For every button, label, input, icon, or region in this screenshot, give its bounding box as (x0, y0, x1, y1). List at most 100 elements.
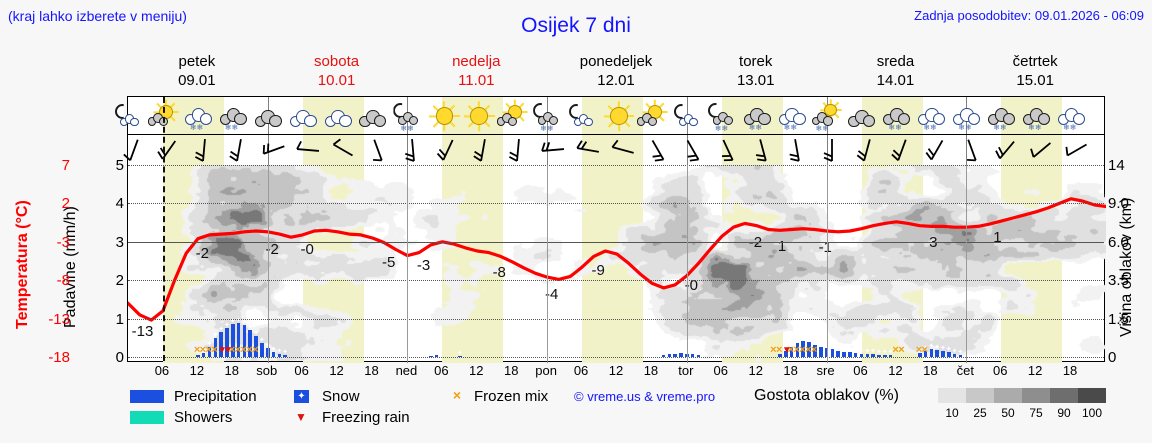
wind-barb (373, 139, 383, 162)
snow-icon: ❄❄ (783, 123, 798, 132)
moon-crescent (673, 104, 683, 119)
snow-marker: ✦ (265, 342, 271, 349)
x-axis-label: sre (816, 363, 835, 378)
day-date: 09.01 (178, 72, 216, 89)
snow-marker: ✦ (672, 347, 679, 355)
temperature-label: -13 (131, 322, 154, 340)
day-date: 14.01 (876, 72, 915, 89)
moon-crescent (569, 104, 578, 119)
x-axis-label: 12 (608, 363, 624, 378)
frozen-mix-marker: × (240, 344, 247, 356)
snow-marker: ✦ (212, 332, 219, 340)
chart-legend: Precipitation Showers ✦ Snow ▼ Freezing … (118, 386, 1152, 438)
precipitation-bar (690, 354, 695, 357)
wind-barb (789, 139, 801, 162)
temperature-tick: 7 (61, 157, 70, 174)
sun-ray (660, 110, 668, 114)
freezing-rain-icon: ▼ (295, 410, 307, 424)
day-header-row: petek 09.01 sobota 10.01 nedelja 11.01 ponedel… (127, 52, 1105, 94)
cloud-white-icon (1058, 105, 1086, 126)
weather-icon-cell: ❄❄ (774, 97, 809, 135)
frozen-mix-marker: × (892, 344, 899, 356)
cloud-snow-gray-icon: ❄❄ (740, 101, 774, 132)
cloud-gray-icon (497, 111, 518, 126)
wind-barb (157, 140, 176, 160)
wind-barb (508, 138, 520, 162)
temperature-tick: -13 (48, 310, 70, 328)
cloud-gray-icon (251, 101, 285, 131)
temperature-label: -8 (492, 264, 506, 282)
weather-icon-cell: ❄❄ (1019, 97, 1054, 135)
day-name: četrtek (1012, 53, 1058, 70)
cloud-and-temperature-field: ✦ ✦ ✦ ✦ ✦ ✦ ✦ ✦ ✦ ✦ ✦ ✦ ✦ ✦ ✦ ✦ ✦ ✦ ✦ ✦ ✦ ✦ ✦ ✦ ✦ ✦ ✦ ✦ ✦ ✦ ✦ ✦ ✦ ✦ ✦ ✦ ✦ ✦ ✦ ✦… (128, 97, 1106, 361)
precipitation-bar (958, 354, 963, 357)
sun-icon (464, 100, 495, 132)
meteogram-plot[interactable]: ❄❄ ❄❄ ❄❄ ❄❄ ❄❄ ❄❄ ❄❄ ❄❄ ❄❄ ❄❄ ❄❄ ❄❄ ❄❄ ❄❄ ✦ ✦ ✦ ✦ ✦ ✦ ✦ ✦ ✦ ✦ ✦… (115, 96, 1106, 363)
x-axis-label: 12 (888, 363, 903, 378)
precipitation-bar (853, 352, 858, 357)
day-date: 10.01 (317, 72, 356, 89)
x-axis-label: 12 (748, 363, 763, 378)
precipitation-bar (283, 355, 287, 357)
x-axis-label: 18 (783, 363, 798, 378)
snow-marker: ✦ (678, 346, 684, 354)
last-update-label: Zadnja posodobitev: 09.01.2026 - 06:09 (914, 8, 1144, 23)
frozen-mix-marker: × (205, 344, 212, 356)
snow-icon: ❄❄ (1063, 123, 1077, 132)
cloud-gray-icon (538, 110, 559, 125)
x-axis-label: 06 (713, 363, 729, 378)
showers-swatch (130, 411, 164, 424)
weather-icon-cell (460, 97, 495, 135)
x-axis-label: 18 (503, 363, 519, 378)
cloud-white-icon (289, 107, 317, 128)
wind-barb (824, 139, 834, 162)
snow-marker: ✦ (241, 319, 248, 327)
precipitation-bar (952, 353, 957, 357)
horizontal-gridline (128, 357, 1104, 358)
frozen-mix-marker: × (921, 344, 928, 356)
moon-icon (707, 103, 724, 119)
frozen-mix-marker: × (770, 344, 777, 356)
precipitation-bar (213, 338, 218, 357)
vertical-gridline (966, 165, 968, 361)
temperature-value-labels: -13 -2 -2 -0 -5 -3 -8 -4 -9 -0 -2 1 -1 3 1 (128, 165, 1104, 361)
precipitation-bar (784, 350, 788, 357)
weather-icon-cell (425, 97, 460, 135)
precipitation-bar (458, 355, 462, 357)
legend-label-showers: Showers (174, 409, 233, 426)
sun-core (610, 107, 628, 125)
freezing-rain-marker: ▼ (222, 345, 233, 356)
x-axis-labels: 06 12 18 sob 06 12 18 ned 06 12 18 pon 06 12 18 tor 06 12… (127, 364, 1105, 382)
cloud-density-field (128, 165, 1106, 361)
sun-icon (425, 100, 460, 132)
cloud-icon (286, 101, 320, 131)
snow-marker: ✦ (916, 346, 923, 354)
snow-marker: ✦ (689, 348, 696, 356)
sun-core (470, 107, 489, 125)
precipitation-bar (236, 322, 241, 357)
snow-marker: ✦ (951, 347, 958, 355)
snow-marker: ✦ (806, 335, 812, 343)
wind-barb (296, 140, 320, 152)
precipitation-bars: ✦ ✦ ✦ ✦ ✦ ✦ ✦ ✦ ✦ ✦ ✦ ✦ ✦ ✦ ✦ ✦ ✦ ✦ ✦ ✦ ✦ ✦ ✦ ✦ ✦ ✦ ✦ ✦ ✦ ✦ ✦ ✦ ✦ ✦ ✦ ✦ ✦ ✦ ✦ ✦… (128, 165, 1104, 361)
temperature-label: -5 (381, 254, 396, 272)
cloud-snow-icon: ❄❄ (181, 101, 215, 132)
precipitation-bar (230, 324, 235, 357)
weather-icon-cell (565, 97, 600, 135)
precipitation-tick: 5 (115, 157, 124, 174)
weather-icon-cell: ❄❄ (1054, 97, 1089, 135)
precipitation-bar (661, 355, 666, 357)
cloud-gray-icon (636, 111, 657, 126)
snow-icon: ❄❄ (1028, 123, 1042, 132)
cloud-icon (321, 101, 355, 131)
snow-marker: ✦ (684, 348, 690, 355)
precipitation-swatch (130, 390, 164, 403)
wind-barb (541, 142, 564, 152)
moon-cloud-icon (565, 101, 599, 131)
snow-icon: ✦ (294, 390, 309, 403)
snow-marker: ✦ (194, 349, 201, 357)
precipitation-bar (813, 344, 817, 357)
horizontal-gridline (128, 318, 1104, 320)
cloud-density-ramp-cell (1050, 388, 1078, 403)
cloud-density-ramp-cell (1022, 388, 1050, 403)
